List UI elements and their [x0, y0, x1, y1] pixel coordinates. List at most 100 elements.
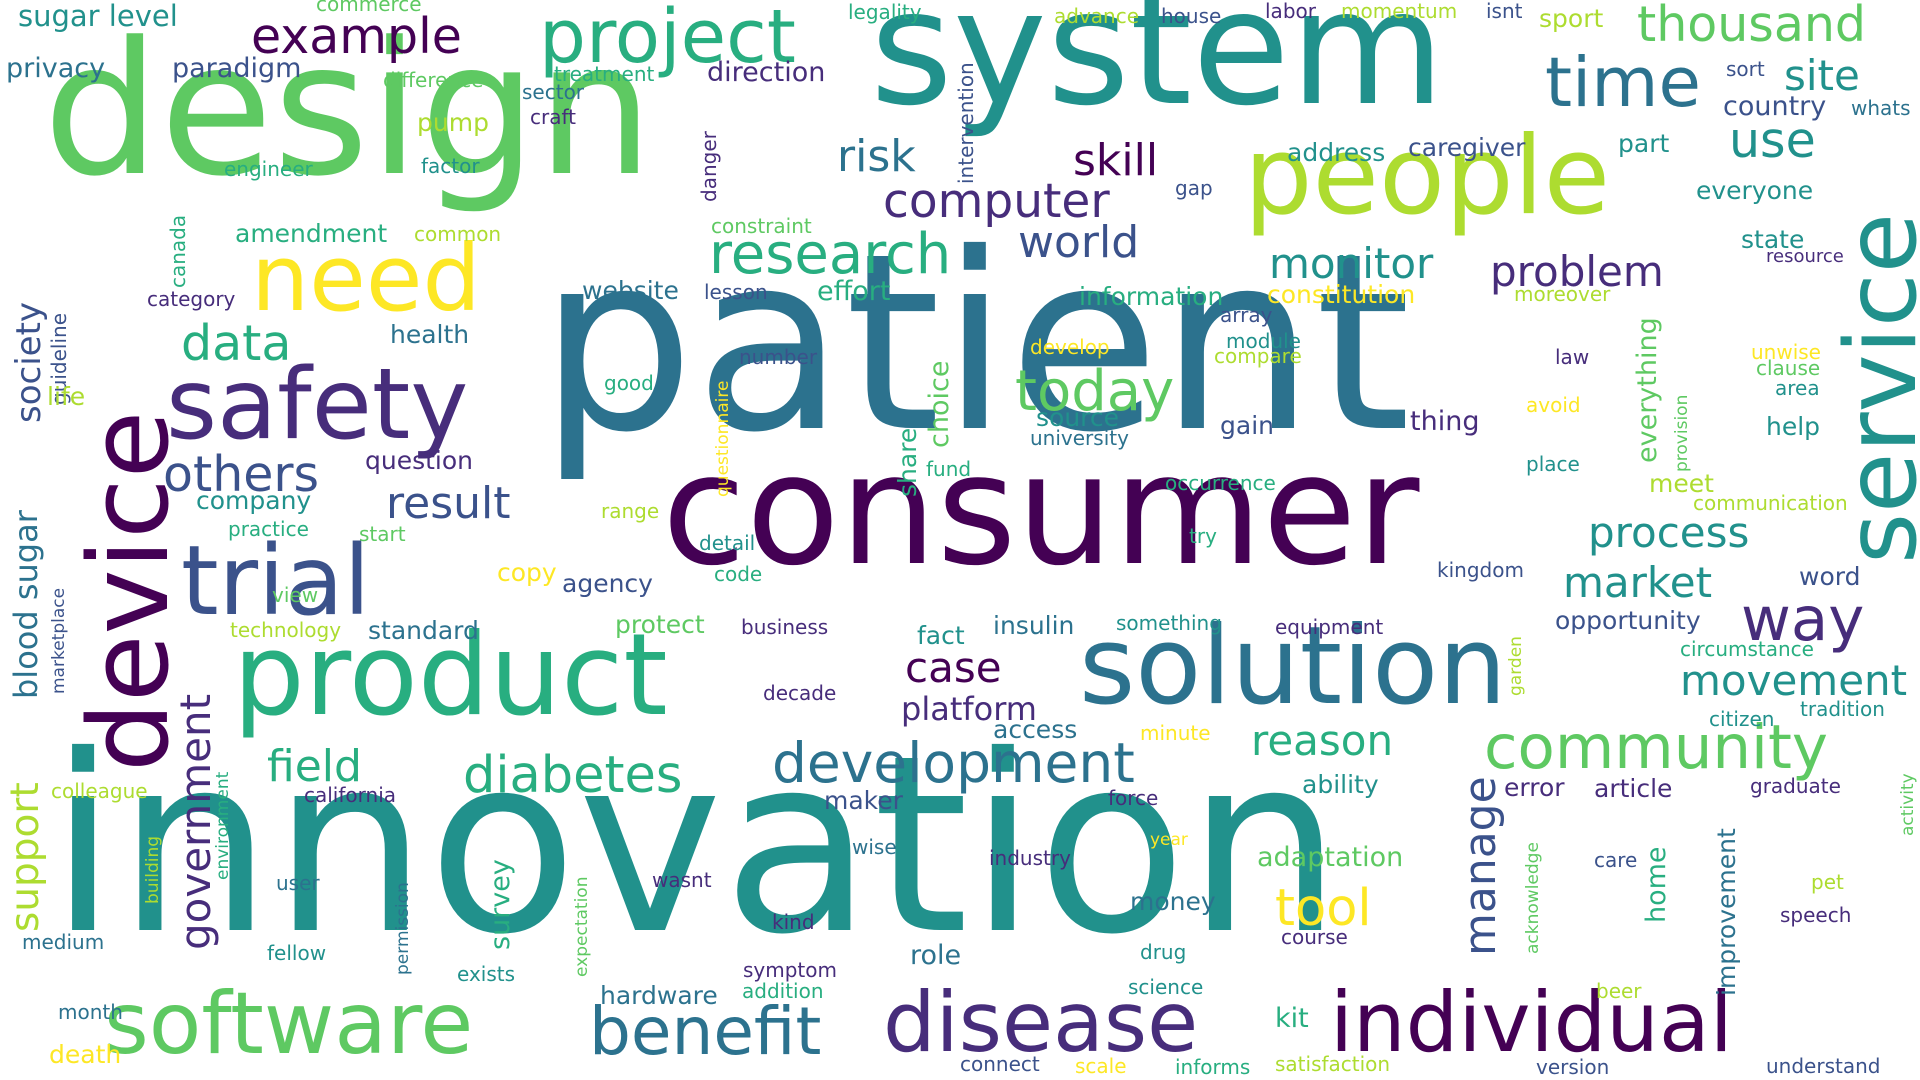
word-scale: scale	[1075, 1054, 1127, 1078]
word-innovation: innovation	[49, 703, 1342, 988]
word-case: case	[905, 643, 1002, 692]
word-adaptation: adaptation	[1257, 842, 1404, 873]
word-data: data	[181, 315, 292, 372]
word-symptom: symptom	[743, 958, 837, 982]
word-compare: compare	[1214, 344, 1302, 368]
word-standard: standard	[368, 616, 479, 645]
word-source: source	[1036, 403, 1120, 432]
word-design: design	[43, 3, 654, 217]
word-good: good	[604, 371, 654, 395]
word-view: view	[272, 583, 319, 607]
word-direction: direction	[707, 57, 826, 88]
word-result: result	[386, 478, 511, 529]
word-engineer: engineer	[224, 157, 313, 181]
word-fellow: fellow	[267, 941, 327, 965]
word-everything: everything	[1632, 317, 1663, 463]
word-society: society	[9, 301, 49, 423]
word-understand: understand	[1766, 1054, 1881, 1078]
word-research: research	[709, 222, 952, 287]
word-everyone: everyone	[1696, 176, 1814, 205]
word-platform: platform	[901, 690, 1037, 728]
word-practice: practice	[228, 517, 309, 541]
word-try: try	[1189, 524, 1217, 548]
word-clause: clause	[1756, 356, 1821, 380]
word-place: place	[1526, 452, 1580, 476]
word-health: health	[390, 320, 470, 349]
word-thousand: thousand	[1637, 0, 1867, 53]
word-tool: tool	[1275, 879, 1372, 938]
word-solution: solution	[1079, 604, 1507, 729]
word-today: today	[1015, 359, 1175, 424]
word-detail: detail	[699, 531, 756, 555]
word-gap: gap	[1175, 176, 1213, 200]
word-thing: thing	[1410, 406, 1480, 437]
word-skill: skill	[1073, 135, 1159, 186]
word-care: care	[1594, 848, 1638, 872]
word-science: science	[1128, 975, 1204, 999]
word-individual: individual	[1330, 974, 1733, 1071]
word-range: range	[601, 499, 660, 523]
word-moreover: moreover	[1514, 282, 1611, 306]
word-code: code	[714, 562, 763, 586]
word-year: year	[1150, 830, 1188, 850]
word-business: business	[741, 615, 829, 639]
word-satisfaction: satisfaction	[1275, 1052, 1391, 1076]
word-benefit: benefit	[589, 993, 822, 1070]
word-world: world	[1018, 217, 1140, 268]
word-provision: provision	[1672, 394, 1692, 472]
word-module: module	[1226, 329, 1301, 353]
word-kit: kit	[1275, 1003, 1309, 1034]
word-risk: risk	[837, 131, 916, 182]
word-garden: garden	[1506, 636, 1526, 696]
word-trial: trial	[181, 525, 371, 637]
word-use: use	[1729, 112, 1816, 169]
word-marketplace: marketplace	[49, 587, 69, 694]
word-canada: canada	[166, 214, 190, 288]
word-hardware: hardware	[600, 981, 718, 1010]
word-effort: effort	[817, 276, 891, 307]
word-start: start	[359, 522, 406, 546]
word-field: field	[267, 741, 362, 792]
word-survey: survey	[485, 859, 516, 950]
word-graduate: graduate	[1750, 774, 1841, 798]
word-commerce: commerce	[316, 0, 422, 16]
word-connect: connect	[960, 1052, 1040, 1076]
word-website: website	[582, 276, 679, 305]
word-wise: wise	[852, 835, 897, 859]
word-people: people	[1244, 114, 1611, 239]
word-word: word	[1799, 562, 1861, 591]
word-government: government	[171, 693, 220, 950]
word-site: site	[1784, 51, 1860, 100]
word-building: building	[143, 835, 163, 904]
word-need: need	[251, 225, 481, 332]
word-fund: fund	[926, 457, 972, 481]
word-unwise: unwise	[1751, 340, 1821, 364]
word-industry: industry	[989, 846, 1071, 870]
word-law: law	[1555, 345, 1590, 369]
word-something: something	[1116, 611, 1222, 635]
word-paradigm: paradigm	[172, 53, 302, 84]
word-month: month	[58, 1000, 123, 1024]
word-meet: meet	[1649, 469, 1714, 498]
word-sector: sector	[522, 80, 585, 104]
word-environment: environment	[213, 771, 233, 880]
word-money: money	[1130, 887, 1216, 916]
word-citizen: citizen	[1709, 707, 1775, 731]
word-others: others	[163, 446, 320, 503]
word-error: error	[1504, 773, 1565, 802]
word-lesson: lesson	[704, 280, 768, 304]
word-caregiver: caregiver	[1408, 133, 1526, 162]
word-information: information	[1079, 282, 1224, 311]
word-number: number	[739, 345, 818, 369]
word-insulin: insulin	[993, 611, 1075, 640]
word-drug: drug	[1140, 940, 1187, 964]
word-role: role	[910, 940, 962, 971]
word-sport: sport	[1539, 4, 1604, 33]
word-area: area	[1775, 376, 1820, 400]
word-monitor: monitor	[1269, 239, 1434, 288]
word-pump: pump	[417, 108, 489, 137]
word-equipment: equipment	[1275, 615, 1384, 639]
word-fact: fact	[917, 621, 965, 650]
word-safety: safety	[166, 348, 469, 462]
word-house: house	[1161, 4, 1222, 28]
